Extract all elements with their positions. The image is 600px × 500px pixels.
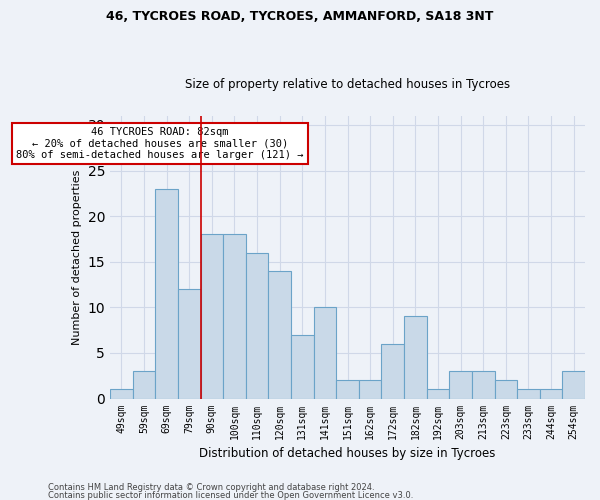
Bar	[404, 316, 427, 398]
Bar	[359, 380, 382, 398]
Text: 46 TYCROES ROAD: 82sqm
← 20% of detached houses are smaller (30)
80% of semi-det: 46 TYCROES ROAD: 82sqm ← 20% of detached…	[16, 126, 304, 160]
Text: Contains HM Land Registry data © Crown copyright and database right 2024.: Contains HM Land Registry data © Crown c…	[48, 484, 374, 492]
Bar	[562, 371, 585, 398]
Text: 46, TYCROES ROAD, TYCROES, AMMANFORD, SA18 3NT: 46, TYCROES ROAD, TYCROES, AMMANFORD, SA…	[106, 10, 494, 23]
X-axis label: Distribution of detached houses by size in Tycroes: Distribution of detached houses by size …	[199, 447, 496, 460]
Text: Contains public sector information licensed under the Open Government Licence v3: Contains public sector information licen…	[48, 491, 413, 500]
Bar	[133, 371, 155, 398]
Bar	[178, 289, 200, 399]
Title: Size of property relative to detached houses in Tycroes: Size of property relative to detached ho…	[185, 78, 510, 91]
Bar	[246, 252, 268, 398]
Bar	[382, 344, 404, 399]
Bar	[517, 390, 540, 398]
Bar	[110, 390, 133, 398]
Bar	[155, 189, 178, 398]
Bar	[494, 380, 517, 398]
Bar	[472, 371, 494, 398]
Bar	[223, 234, 246, 398]
Bar	[314, 308, 336, 398]
Bar	[427, 390, 449, 398]
Bar	[336, 380, 359, 398]
Bar	[200, 234, 223, 398]
Y-axis label: Number of detached properties: Number of detached properties	[72, 170, 82, 345]
Bar	[540, 390, 562, 398]
Bar	[268, 271, 291, 398]
Bar	[449, 371, 472, 398]
Bar	[291, 334, 314, 398]
